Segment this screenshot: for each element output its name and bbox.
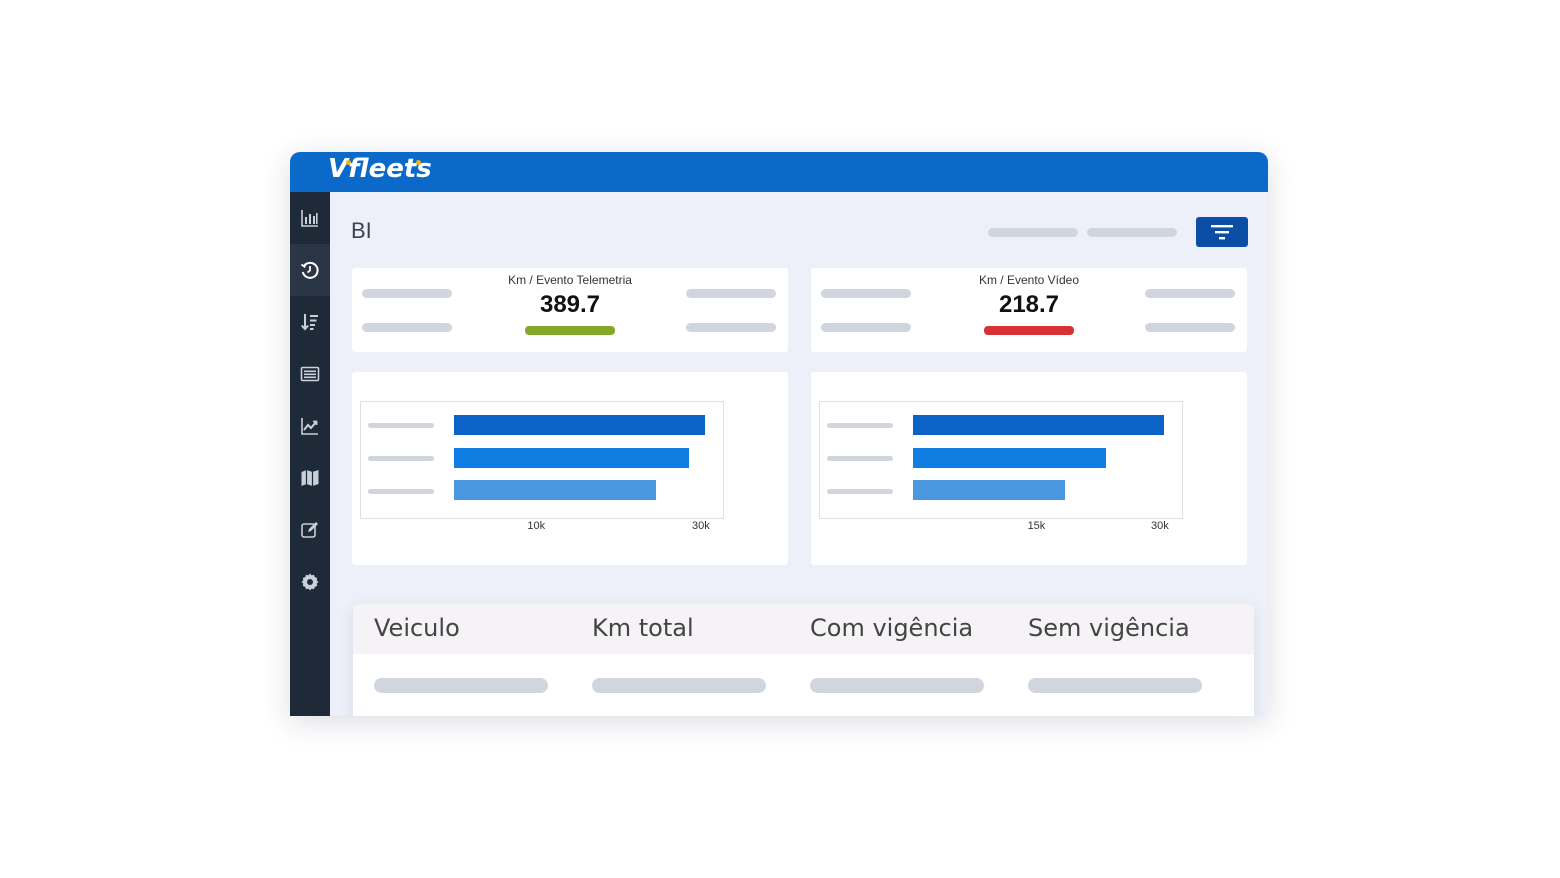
logo-dot [416,160,421,165]
placeholder-bar [1145,289,1235,298]
sidebar-item-history[interactable] [290,244,330,296]
placeholder-bar [1145,323,1235,332]
sidebar-item-dashboard[interactable] [290,192,330,244]
map-icon [301,470,319,486]
kpi-card-telemetria: Km / Evento Telemetria 389.7 [352,268,788,352]
cell-placeholder [1028,678,1202,693]
logo-dot [346,160,351,165]
gear-icon [301,573,319,591]
kpi-status-bar [525,326,615,335]
category-label-placeholder [827,489,893,494]
chart-bar [913,415,1164,435]
chart-frame [360,401,724,519]
chart-card-2: 15k 30k [811,372,1247,565]
chart-bar [913,480,1065,500]
cell-placeholder [374,678,548,693]
filter-button[interactable] [1196,217,1248,247]
cell-placeholder [592,678,766,693]
edit-icon [301,522,318,538]
chart-tick-label: 30k [692,520,710,532]
history-icon [300,261,319,279]
bar-chart-icon [301,210,318,227]
header-placeholder [988,228,1078,237]
page-title: BI [351,218,372,243]
category-label-placeholder [827,423,893,428]
chart-bar [454,415,705,435]
column-header-veiculo[interactable]: Veiculo [374,614,460,642]
chart-tick-label: 30k [1151,520,1169,532]
chart-tick-label: 15k [1027,520,1046,532]
chart-card-1: 10k 30k [352,372,788,565]
top-bar: Vfleets [290,152,1268,192]
kpi-title: Km / Evento Vídeo [978,273,1080,287]
placeholder-bar [362,289,452,298]
kpi-status-bar [984,326,1074,335]
chart-bar [454,480,656,500]
chart-bar [913,448,1106,468]
category-label-placeholder [368,489,434,494]
kpi-card-video: Km / Evento Vídeo 218.7 [811,268,1247,352]
sidebar-item-settings[interactable] [290,556,330,608]
sidebar-item-list[interactable] [290,348,330,400]
chart-tick-label: 10k [527,520,546,532]
column-header-com-vigencia[interactable]: Com vigência [810,614,974,642]
sidebar-item-map[interactable] [290,452,330,504]
sidebar-item-trends[interactable] [290,400,330,452]
sort-icon [301,314,318,331]
column-header-sem-vigencia[interactable]: Sem vigência [1028,614,1190,642]
filter-icon [1211,225,1233,240]
category-label-placeholder [368,456,434,461]
cell-placeholder [810,678,984,693]
line-chart-icon [301,418,318,435]
placeholder-bar [821,289,911,298]
sidebar-item-sort[interactable] [290,296,330,348]
vfleets-logo: Vfleets [328,154,432,184]
placeholder-bar [686,323,776,332]
table-header: Veiculo Km total Com vigência Sem vigênc… [353,604,1254,654]
sidebar [290,192,330,716]
app-window: Vfleets BI [290,152,1268,716]
list-icon [300,366,320,382]
vehicle-table: Veiculo Km total Com vigência Sem vigênc… [353,604,1254,716]
placeholder-bar [362,323,452,332]
kpi-title: Km / Evento Telemetria [508,273,632,287]
sidebar-item-edit[interactable] [290,504,330,556]
placeholder-bar [686,289,776,298]
header-placeholder [1087,228,1177,237]
chart-bar [454,448,689,468]
kpi-value: 389.7 [539,291,601,318]
placeholder-bar [821,323,911,332]
category-label-placeholder [827,456,893,461]
chart-frame [819,401,1183,519]
column-header-km-total[interactable]: Km total [592,614,694,642]
kpi-value: 218.7 [998,291,1060,318]
category-label-placeholder [368,423,434,428]
